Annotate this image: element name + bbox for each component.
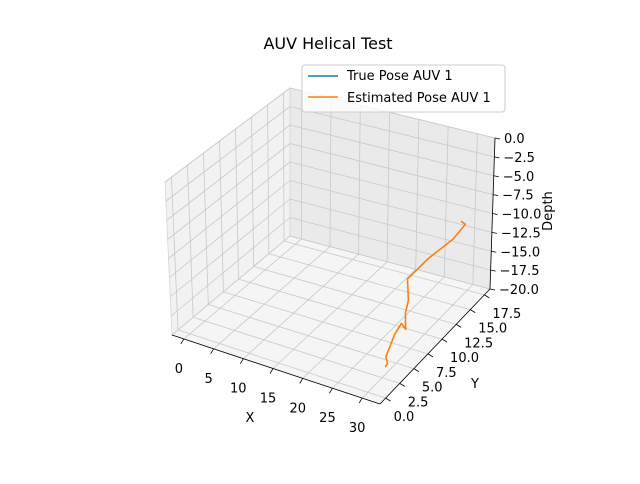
z-tick-mark [493, 214, 498, 215]
y-tick-label: 5.0 [422, 381, 443, 396]
z-tick-mark [492, 232, 497, 233]
x-tick-mark [300, 378, 303, 383]
y-tick-mark [414, 369, 419, 372]
y-tick-mark [470, 310, 475, 313]
z-axis-label: Depth [541, 191, 556, 231]
z-tick-mark [494, 176, 499, 177]
z-tick-mark [491, 251, 496, 252]
z-tick-label: −17.5 [500, 264, 540, 279]
y-tick-mark [456, 324, 461, 327]
x-tick-label: 30 [349, 421, 366, 436]
y-tick-mark [386, 398, 391, 401]
z-tick-label: −5.0 [503, 170, 535, 185]
z-tick-mark [495, 138, 500, 139]
y-axis-label: Y [470, 377, 479, 392]
y-tick-mark [442, 339, 447, 342]
x-tick-mark [270, 369, 273, 374]
legend-label-estimated-pose: Estimated Pose AUV 1 [347, 91, 491, 106]
x-tick-label: 0 [175, 362, 183, 377]
y-tick-label: 17.5 [492, 307, 521, 322]
y-tick-label: 2.5 [408, 395, 429, 410]
z-tick-mark [491, 270, 496, 271]
x-tick-mark [240, 359, 243, 364]
z-tick-mark [490, 289, 495, 290]
x-tick-mark [211, 349, 214, 354]
y-tick-label: 10.0 [450, 351, 479, 366]
x-tick-mark [359, 398, 362, 403]
z-tick-label: −2.5 [503, 151, 535, 166]
y-tick-label: 12.5 [464, 336, 493, 351]
legend: True Pose AUV 1 Estimated Pose AUV 1 [302, 65, 505, 112]
z-tick-label: −12.5 [501, 226, 541, 241]
y-tick-mark [400, 383, 405, 386]
z-tick-label: −20.0 [499, 283, 539, 298]
y-tick-label: 7.5 [436, 366, 457, 381]
z-tick-mark [493, 195, 498, 196]
x-tick-label: 15 [260, 392, 277, 407]
y-tick-label: 15.0 [478, 322, 507, 337]
y-tick-mark [428, 354, 433, 357]
y-tick-mark [484, 295, 489, 298]
x-tick-label: 25 [319, 411, 336, 426]
x-tick-label: 10 [230, 382, 247, 397]
y-tick-label: 0.0 [394, 410, 415, 425]
x-tick-mark [329, 388, 332, 393]
x-tick-label: 5 [204, 372, 212, 387]
z-tick-label: −7.5 [502, 189, 534, 204]
x-tick-mark [181, 339, 184, 344]
x-axis-label: X [246, 411, 255, 426]
chart-title: AUV Helical Test [263, 34, 392, 53]
z-tick-label: −15.0 [500, 245, 540, 260]
z-tick-label: −10.0 [502, 208, 542, 223]
x-tick-label: 20 [289, 401, 306, 416]
z-tick-mark [494, 157, 499, 158]
z-tick-label: 0.0 [504, 132, 525, 147]
legend-label-true-pose: True Pose AUV 1 [346, 69, 453, 84]
